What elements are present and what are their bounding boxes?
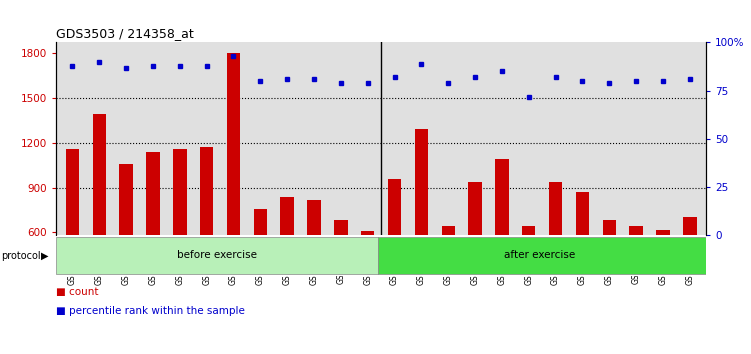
Bar: [442, 227, 455, 235]
Bar: [334, 221, 348, 235]
Bar: [576, 192, 590, 235]
Bar: [683, 217, 696, 235]
Bar: [469, 182, 482, 235]
Bar: [200, 147, 213, 235]
Bar: [66, 149, 79, 235]
Bar: [227, 53, 240, 235]
Bar: [379, 238, 706, 274]
Text: after exercise: after exercise: [504, 250, 575, 260]
Bar: [629, 227, 643, 235]
Bar: [254, 209, 267, 235]
Bar: [656, 230, 670, 235]
Bar: [495, 159, 508, 235]
Bar: [602, 221, 616, 235]
Text: before exercise: before exercise: [177, 250, 258, 260]
Bar: [119, 164, 133, 235]
Bar: [146, 152, 160, 235]
Text: protocol: protocol: [1, 251, 41, 261]
Bar: [280, 196, 294, 235]
Text: ■ percentile rank within the sample: ■ percentile rank within the sample: [56, 306, 245, 316]
Bar: [549, 182, 562, 235]
Bar: [173, 149, 186, 235]
Bar: [388, 178, 401, 235]
Text: GDS3503 / 214358_at: GDS3503 / 214358_at: [56, 27, 194, 40]
Bar: [361, 231, 375, 235]
Bar: [56, 238, 379, 274]
Text: ▶: ▶: [41, 251, 49, 261]
Text: ■ count: ■ count: [56, 287, 99, 297]
Bar: [92, 114, 106, 235]
Bar: [522, 227, 535, 235]
Bar: [415, 129, 428, 235]
Bar: [307, 200, 321, 235]
